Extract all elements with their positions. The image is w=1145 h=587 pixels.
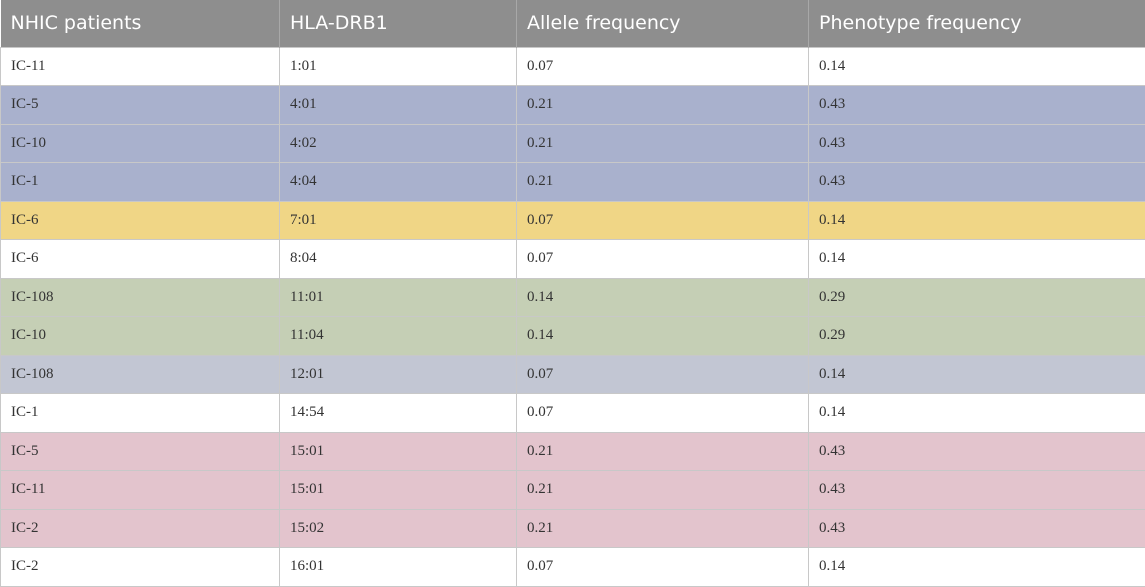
table-cell: 0.14 — [808, 46, 1145, 86]
table-cell: 0.43 — [808, 470, 1145, 510]
table-row: IC-6 8:04 0.07 0.14 — [0, 239, 1145, 279]
table-cell: 0.14 — [808, 200, 1145, 240]
table-cell: 4:02 — [279, 123, 517, 163]
table-cell: 0.07 — [516, 393, 809, 433]
table-cell: 0.14 — [808, 354, 1145, 394]
table-cell: 0.21 — [516, 162, 809, 202]
table-cell: 0.07 — [516, 354, 809, 394]
table-row: IC-108 12:01 0.07 0.14 — [0, 354, 1145, 394]
table-row: IC-5 15:01 0.21 0.43 — [0, 431, 1145, 471]
header-cell: HLA-DRB1 — [279, 0, 517, 47]
header-cell: NHIC patients — [0, 0, 280, 47]
table-cell: 0.43 — [808, 123, 1145, 163]
table-cell: 14:54 — [279, 393, 517, 433]
table-cell: 12:01 — [279, 354, 517, 394]
header-row: NHIC patients HLA-DRB1 Allele frequency … — [0, 0, 1145, 47]
table-cell: 0.29 — [808, 277, 1145, 317]
table-cell: 4:01 — [279, 85, 517, 125]
table-cell: 0.21 — [516, 470, 809, 510]
table-cell: 15:01 — [279, 470, 517, 510]
table-cell: 0.14 — [516, 316, 809, 356]
table-cell: 0.29 — [808, 316, 1145, 356]
table-row: IC-11 15:01 0.21 0.43 — [0, 470, 1145, 510]
table-cell: 15:02 — [279, 508, 517, 548]
table-cell: 16:01 — [279, 547, 517, 587]
table-row: IC-6 7:01 0.07 0.14 — [0, 200, 1145, 240]
table-cell: 0.43 — [808, 508, 1145, 548]
table-row: IC-1 4:04 0.21 0.43 — [0, 162, 1145, 202]
table-cell: 0.14 — [808, 239, 1145, 279]
table-cell: 0.21 — [516, 123, 809, 163]
table-body: IC-11 1:01 0.07 0.14 IC-5 4:01 0.21 0.43 IC-10 4:… — [0, 46, 1145, 587]
header-cell: Allele frequency — [516, 0, 809, 47]
table-row: IC-10 4:02 0.21 0.43 — [0, 123, 1145, 163]
table-cell: 11:01 — [279, 277, 517, 317]
table-cell: 0.07 — [516, 200, 809, 240]
table-cell: 0.21 — [516, 431, 809, 471]
header-cell: Phenotype frequency — [808, 0, 1145, 47]
table-cell: IC-6 — [0, 239, 280, 279]
table-cell: IC-10 — [0, 123, 280, 163]
table-row: IC-108 11:01 0.14 0.29 — [0, 277, 1145, 317]
table-cell: IC-108 — [0, 354, 280, 394]
table-cell: 0.07 — [516, 547, 809, 587]
table-cell: IC-108 — [0, 277, 280, 317]
table-cell: 0.07 — [516, 46, 809, 86]
table-cell: 15:01 — [279, 431, 517, 471]
table-row: IC-2 15:02 0.21 0.43 — [0, 508, 1145, 548]
table-cell: 8:04 — [279, 239, 517, 279]
table-cell: IC-2 — [0, 508, 280, 548]
table-cell: 0.21 — [516, 85, 809, 125]
table-cell: 11:04 — [279, 316, 517, 356]
table-row: IC-10 11:04 0.14 0.29 — [0, 316, 1145, 356]
table-cell: IC-11 — [0, 470, 280, 510]
table-cell: 4:04 — [279, 162, 517, 202]
table-row: IC-5 4:01 0.21 0.43 — [0, 85, 1145, 125]
table-cell: 0.43 — [808, 85, 1145, 125]
table-cell: IC-5 — [0, 431, 280, 471]
table-cell: IC-10 — [0, 316, 280, 356]
table-row: IC-2 16:01 0.07 0.14 — [0, 547, 1145, 587]
table-cell: IC-2 — [0, 547, 280, 587]
table-row: IC-11 1:01 0.07 0.14 — [0, 46, 1145, 86]
table-row: IC-1 14:54 0.07 0.14 — [0, 393, 1145, 433]
table-cell: 0.21 — [516, 508, 809, 548]
table-cell: 0.14 — [808, 393, 1145, 433]
table-cell: IC-11 — [0, 46, 280, 86]
table-cell: 0.07 — [516, 239, 809, 279]
table-cell: 7:01 — [279, 200, 517, 240]
table-cell: IC-5 — [0, 85, 280, 125]
table-cell: IC-1 — [0, 162, 280, 202]
table-cell: 0.43 — [808, 431, 1145, 471]
table-cell: 1:01 — [279, 46, 517, 86]
table-cell: 0.14 — [516, 277, 809, 317]
table-cell: IC-1 — [0, 393, 280, 433]
table-cell: IC-6 — [0, 200, 280, 240]
table-cell: 0.14 — [808, 547, 1145, 587]
table-cell: 0.43 — [808, 162, 1145, 202]
